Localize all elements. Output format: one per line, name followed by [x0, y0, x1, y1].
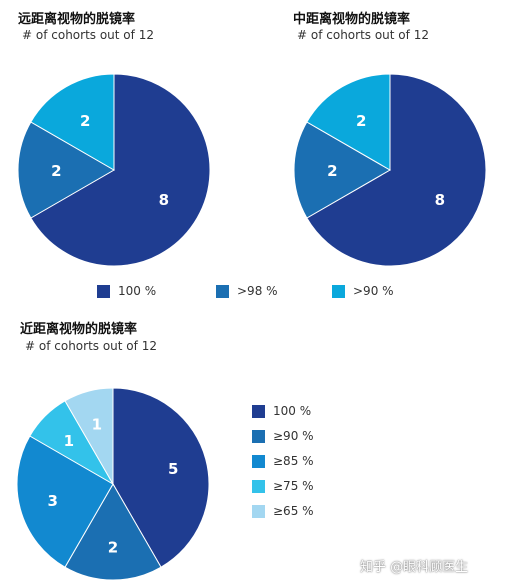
legend-label: ≥90 %: [273, 429, 314, 443]
pie-slice: [17, 121, 115, 219]
chart-3-title: 近距离视物的脱镜率: [20, 322, 138, 337]
legend-label: >98 %: [237, 284, 278, 298]
pie-slice: [306, 73, 487, 267]
slice-value-label: 3: [48, 492, 58, 510]
slice-value-label: 1: [64, 432, 74, 450]
slice-value-label: 2: [356, 112, 366, 130]
legend-item-98: >98 %: [216, 284, 278, 298]
chart-1-subtitle: # of cohorts out of 12: [22, 28, 154, 42]
pie-slice: [64, 483, 162, 581]
legend-swatch: [252, 504, 265, 518]
pie-slice: [30, 73, 211, 267]
legend-item-b90: ≥90 %: [252, 429, 314, 443]
legend-item-b65: ≥65 %: [252, 504, 314, 518]
legend-swatch: [332, 284, 345, 298]
slice-value-label: 8: [159, 191, 169, 209]
legend-swatch: [252, 429, 265, 443]
pie-slice: [112, 387, 210, 568]
chart-2-subtitle: # of cohorts out of 12: [297, 28, 429, 42]
pie-slice: [16, 435, 114, 568]
legend-label: ≥65 %: [273, 504, 314, 518]
chart-2-title: 中距离视物的脱镜率: [293, 12, 411, 27]
legend-label: ≥75 %: [273, 479, 314, 493]
legend-label: 100 %: [118, 284, 157, 298]
watermark-text: 知乎 @眼科顾医生: [360, 560, 469, 575]
chart-3-subtitle: # of cohorts out of 12: [25, 339, 157, 353]
pie-slice: [306, 73, 391, 171]
pie-slice: [293, 121, 391, 219]
legend-label: 100 %: [273, 404, 312, 418]
pie-near: 5 2 3 11: [16, 387, 210, 581]
pie-mid: 8 2 2: [293, 73, 487, 267]
legend-item-b75: ≥75 %: [252, 479, 314, 493]
legend-label: ≥85 %: [273, 454, 314, 468]
legend-swatch: [216, 284, 229, 298]
slice-value-label: 2: [327, 162, 337, 180]
pie-slice: [30, 73, 115, 171]
legend-swatch: [97, 284, 110, 298]
legend-item-b100: 100 %: [252, 404, 311, 418]
pie-slice: [64, 387, 114, 486]
legend-item-100: 100 %: [97, 284, 156, 298]
slice-value-label: 8: [435, 191, 445, 209]
pie-far: 8 2 2: [17, 73, 211, 267]
legend-swatch: [252, 404, 265, 418]
legend-swatch: [252, 454, 265, 468]
slice-value-label: 2: [80, 112, 90, 130]
slice-value-label: 2: [108, 538, 118, 556]
slice-value-label: 5: [168, 460, 178, 478]
legend-item-b85: ≥85 %: [252, 454, 314, 468]
chart-1-title: 远距离视物的脱镜率: [18, 12, 136, 27]
legend-label: >90 %: [353, 284, 394, 298]
slice-value-label: 2: [51, 162, 61, 180]
legend-swatch: [252, 479, 265, 493]
slice-value-label: 1: [92, 416, 102, 434]
legend-item-90: >90 %: [332, 284, 394, 298]
